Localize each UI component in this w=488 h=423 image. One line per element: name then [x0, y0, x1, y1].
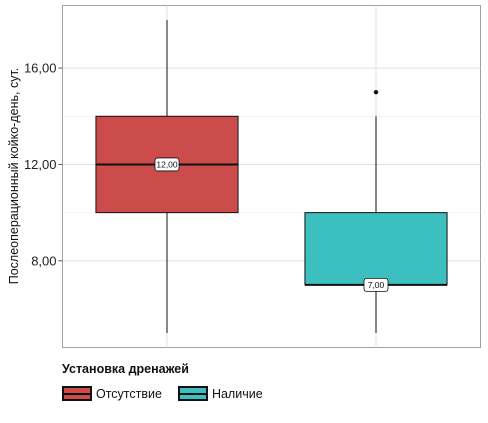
- y-tick-label: 8,00: [31, 253, 56, 268]
- y-tick-label: 16,00: [24, 61, 57, 76]
- y-axis-title: Послеоперационный койко-день, сут.: [7, 68, 21, 285]
- boxes: 12,00 7,00: [95, 19, 448, 334]
- legend-label-absent: Отсутствие: [96, 386, 162, 401]
- median-label-box: [363, 277, 389, 292]
- y-axis-ticks: 8,00 12,00 16,00: [24, 61, 63, 268]
- box-0: 12,00: [95, 19, 239, 334]
- y-tick-label: 12,00: [24, 157, 57, 172]
- legend-item-absent: Отсутствие: [62, 386, 162, 401]
- legend-item-present: Наличие: [177, 386, 263, 401]
- box-rect: [304, 212, 448, 286]
- legend-label-present: Наличие: [211, 386, 263, 401]
- median-label: 12,00: [156, 159, 178, 169]
- box-1: 7,00: [304, 90, 448, 334]
- legend: Установка дренажей Отсутствие Наличие: [62, 362, 279, 401]
- median-label-box: [154, 157, 180, 172]
- legend-key-absent: [62, 386, 92, 401]
- legend-key-present: [177, 386, 208, 401]
- outlier-point: [373, 90, 379, 95]
- legend-title: Установка дренажей: [62, 362, 189, 376]
- median-label: 7,00: [368, 280, 385, 290]
